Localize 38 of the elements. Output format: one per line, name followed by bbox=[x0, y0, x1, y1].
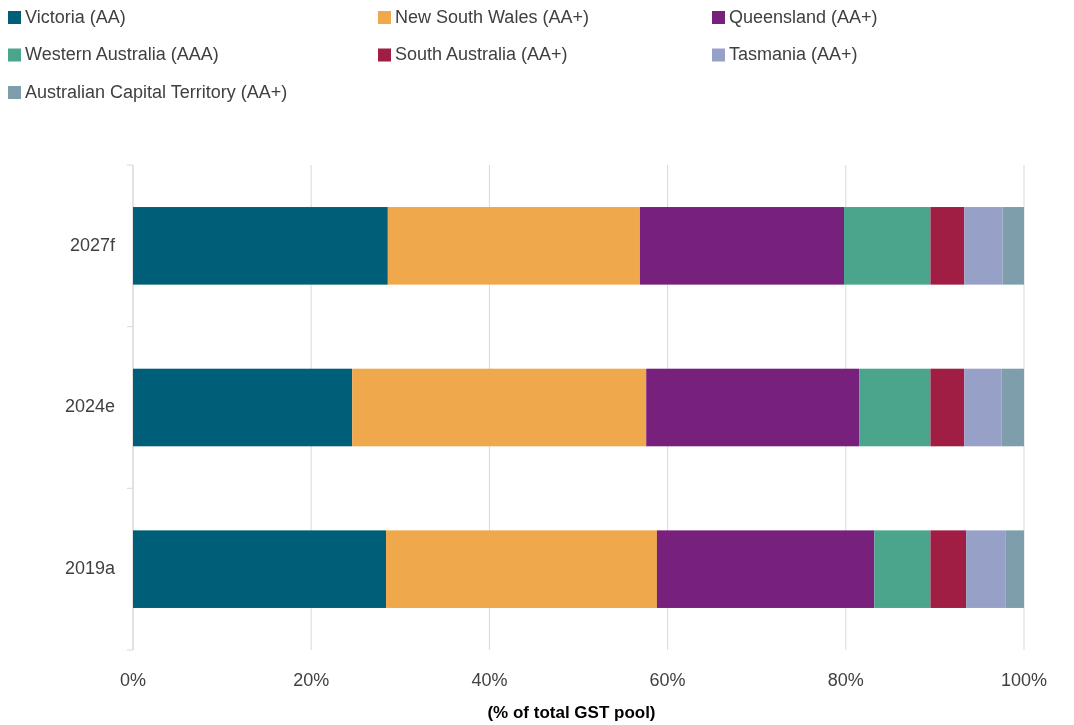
bar bbox=[133, 530, 387, 608]
bar bbox=[386, 530, 657, 608]
bar bbox=[1002, 207, 1024, 285]
legend-label: Queensland (AA+) bbox=[729, 6, 878, 27]
bar bbox=[844, 207, 931, 285]
bar bbox=[133, 368, 353, 447]
legend-label: Tasmania (AA+) bbox=[729, 44, 858, 65]
bar bbox=[930, 207, 965, 285]
bar bbox=[352, 368, 647, 447]
bar bbox=[859, 368, 931, 447]
bar bbox=[639, 207, 845, 285]
bar bbox=[646, 368, 860, 447]
x-tick-label: 100% bbox=[1000, 670, 1048, 690]
legend-label: Victoria (AA) bbox=[25, 6, 126, 27]
x-tick-label: 80% bbox=[827, 670, 864, 690]
bar bbox=[966, 530, 1006, 608]
bar bbox=[930, 368, 965, 447]
bar bbox=[964, 368, 1002, 447]
y-tick-label: 2024e bbox=[64, 396, 115, 417]
legend-label: New South Wales (AA+) bbox=[395, 6, 589, 27]
bar bbox=[874, 530, 931, 608]
y-tick-label: 2027f bbox=[69, 234, 116, 255]
x-tick-label: 20% bbox=[293, 670, 330, 690]
x-axis-title: (% of total GST pool) bbox=[487, 703, 656, 722]
legend-label: South Australia (AA+) bbox=[395, 44, 568, 65]
bar bbox=[1005, 530, 1024, 608]
bar bbox=[930, 530, 967, 608]
x-tick-label: 40% bbox=[471, 670, 508, 690]
bar bbox=[656, 530, 875, 608]
x-tick-label: 0% bbox=[119, 670, 147, 690]
bar bbox=[964, 207, 1003, 285]
bar bbox=[133, 207, 388, 285]
bar bbox=[1001, 368, 1024, 447]
legend-label: Western Australia (AAA) bbox=[25, 44, 219, 65]
bar bbox=[387, 207, 640, 285]
y-tick-label: 2019a bbox=[64, 557, 116, 578]
x-tick-label: 60% bbox=[649, 670, 686, 690]
legend-label: Australian Capital Territory (AA+) bbox=[25, 81, 288, 102]
